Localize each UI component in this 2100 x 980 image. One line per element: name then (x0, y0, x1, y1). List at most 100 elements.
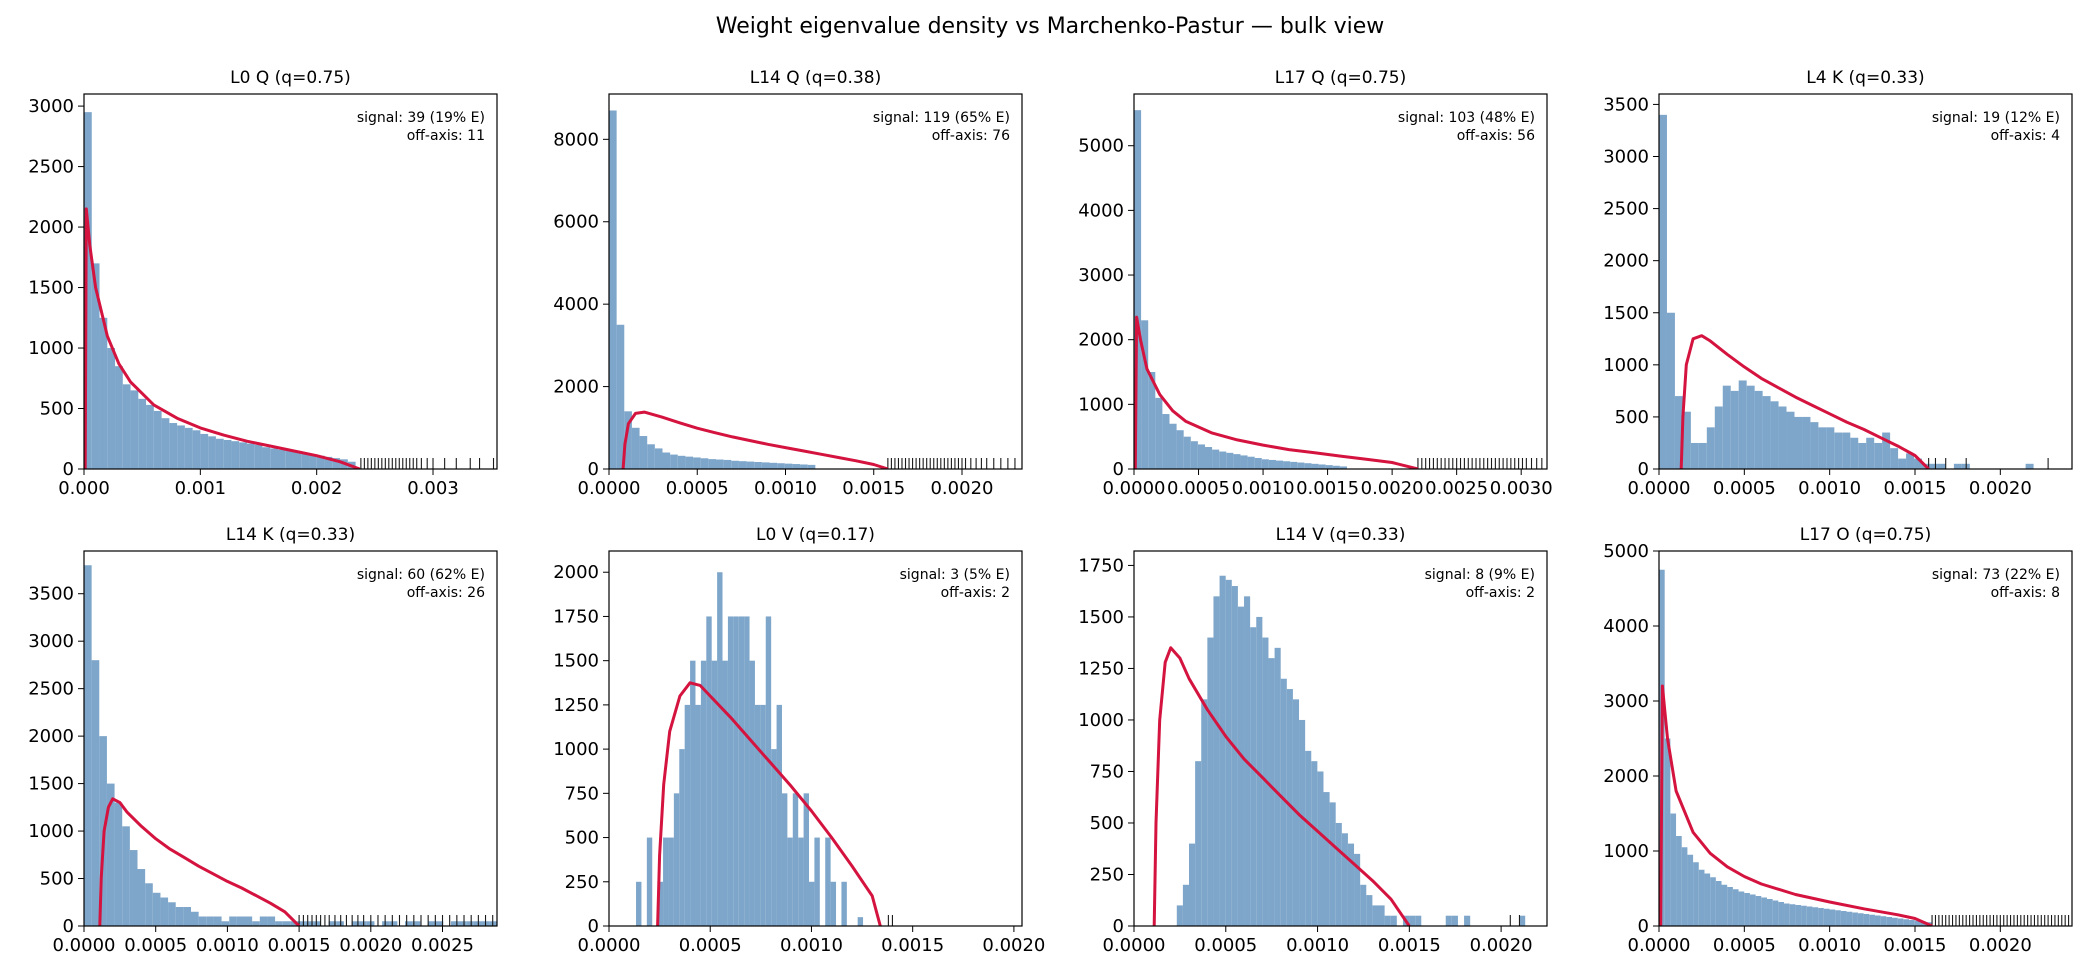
histogram-bar (1286, 689, 1293, 926)
histogram-bar (769, 462, 778, 469)
histogram-bar (1874, 442, 1883, 469)
subplot-title: L4 K (q=0.33) (1806, 68, 1924, 88)
y-tick-label: 0 (1638, 916, 1649, 937)
histogram-bar (146, 404, 154, 469)
histogram-bar (792, 793, 799, 926)
x-tick-label: 0.002 (291, 478, 343, 499)
chart-svg: 0.0000 0.0005 0.0010 0.0015 0.0020 0 250 500 750… (553, 525, 1045, 956)
histogram-bar (1464, 915, 1471, 926)
histogram-bar (1818, 908, 1824, 926)
histogram-bar (138, 398, 147, 469)
subplot-title: L17 Q (q=0.75) (1275, 68, 1406, 88)
histogram-bar (2025, 463, 2034, 469)
histogram-bar (765, 616, 772, 926)
subplot-title: L17 O (q=0.75) (1800, 525, 1931, 545)
histogram-bar (609, 110, 617, 469)
histogram-bar (1754, 390, 1763, 469)
histogram-bar (1213, 596, 1220, 926)
signal-annotation: off-axis: 11 (407, 128, 485, 144)
histogram-bar (722, 660, 728, 926)
y-tick-label: 2500 (28, 157, 74, 178)
histogram-bar (206, 916, 214, 926)
histogram-bar (1384, 915, 1391, 926)
histogram-bar (91, 263, 100, 469)
y-tick-label: 1500 (1078, 607, 1124, 628)
plot-area (1659, 569, 2070, 926)
y-tick-label: 8000 (553, 129, 599, 150)
histogram-bar (1892, 917, 1898, 926)
axes-frame (1658, 93, 2073, 470)
mp-density-curve (1152, 646, 1411, 926)
signal-annotation: off-axis: 76 (932, 128, 1010, 144)
x-tick-label: 0.0010 (1232, 478, 1295, 499)
y-tick-label: 3000 (1603, 691, 1649, 712)
histogram-bar (1212, 449, 1220, 469)
axes-frame (608, 93, 1023, 470)
histogram-bar (262, 447, 271, 469)
histogram-bar (1347, 843, 1355, 926)
histogram-bar (673, 793, 680, 926)
histogram-bar (152, 892, 161, 926)
plot-area (636, 572, 893, 926)
histogram-bar (122, 826, 130, 926)
axes-frame (1133, 550, 1548, 927)
histogram-bar (1789, 904, 1796, 926)
histogram-bar (1297, 462, 1305, 469)
histogram-bar (466, 921, 474, 926)
x-tick-label: 0.0025 (1425, 478, 1488, 499)
signal-annotation: signal: 39 (19% E) (357, 110, 485, 126)
histogram-bar (293, 452, 302, 469)
histogram-bar (1275, 460, 1284, 469)
histogram-bar (239, 442, 247, 469)
histogram-bar (168, 902, 176, 926)
histogram-bar (1835, 910, 1841, 926)
histogram-bar (473, 921, 482, 926)
histogram-bar (324, 456, 333, 469)
histogram-bar (450, 921, 459, 926)
histogram-bar (99, 317, 108, 469)
histogram-bar (208, 436, 216, 469)
histogram-bar (244, 916, 253, 926)
x-tick-label: 0.0020 (982, 935, 1045, 956)
histogram-bar (1366, 895, 1373, 926)
histogram-bar (275, 921, 283, 926)
histogram-bar (727, 616, 734, 926)
x-tick-label: 0.001 (175, 478, 227, 499)
histogram-bar (137, 869, 146, 926)
histogram-bar (1794, 416, 1803, 469)
histogram-bar (631, 427, 640, 469)
histogram-bar (270, 448, 278, 469)
histogram-bar (1727, 887, 1733, 926)
y-tick-label: 0 (588, 459, 599, 480)
histogram-bar (1176, 430, 1184, 469)
histogram-bar (1304, 463, 1312, 469)
signal-annotation: off-axis: 26 (407, 585, 485, 601)
signal-annotation: signal: 19 (12% E) (1932, 110, 2060, 126)
histogram-bar (161, 418, 170, 469)
histogram-bar (1698, 869, 1705, 926)
histogram-bar (1698, 442, 1707, 469)
histogram-bar (1195, 761, 1202, 926)
histogram-bar (129, 850, 138, 926)
histogram-bar (328, 921, 337, 926)
histogram-bar (1682, 411, 1691, 469)
histogram-bar (663, 837, 669, 926)
y-tick-label: 2000 (553, 377, 599, 398)
histogram-bar (1770, 401, 1779, 469)
x-tick-label: 0.0020 (1470, 935, 1533, 956)
histogram-bar (657, 881, 664, 926)
histogram-bar (809, 881, 815, 926)
histogram-bar (1415, 915, 1422, 926)
y-tick-label: 1000 (1603, 841, 1649, 862)
chart-svg: 0.0000 0.0005 0.0010 0.0015 0.0020 0.0025 0.00… (1078, 68, 1552, 499)
histogram-bar (784, 463, 793, 469)
x-tick-label: 0.0015 (1378, 935, 1441, 956)
signal-annotation: off-axis: 8 (1991, 585, 2060, 601)
histogram-bar (282, 921, 291, 926)
histogram-bar (616, 324, 625, 469)
histogram-bar (1714, 406, 1723, 469)
y-tick-label: 0 (588, 916, 599, 937)
chart-svg: 0.0000 0.0005 0.0010 0.0015 0.0020 0 250 500 750… (1078, 525, 1548, 956)
histogram-bar (107, 348, 116, 469)
histogram-bar (1772, 900, 1779, 926)
